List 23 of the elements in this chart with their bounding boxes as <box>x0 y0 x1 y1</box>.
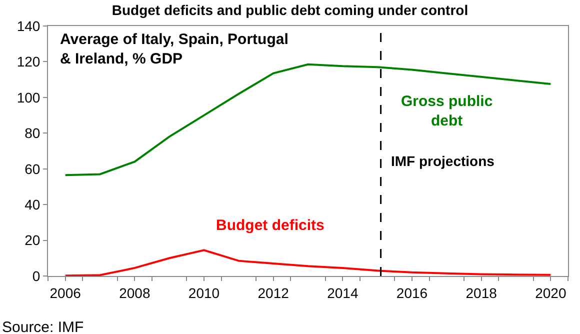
y-tick-label: 120 <box>16 54 40 70</box>
series-label: Gross public debt <box>401 93 493 130</box>
x-tick-label: 2018 <box>466 284 498 301</box>
y-tick-label: 100 <box>16 89 40 106</box>
x-tick-label: 2020 <box>535 284 566 301</box>
line-series <box>64 249 552 276</box>
y-tick-label: 60 <box>24 160 40 177</box>
x-tick-label: 2016 <box>396 284 428 301</box>
y-tick-label: 140 <box>16 18 40 34</box>
x-tick-label: 2006 <box>50 284 82 301</box>
series-label: Budget deficits <box>216 217 324 234</box>
y-tick-label: 40 <box>24 196 40 212</box>
y-tick-label: 20 <box>24 232 40 248</box>
x-tick-label: 2014 <box>327 284 358 301</box>
y-tick-label: 0 <box>32 268 40 284</box>
ref-line-label: IMF projections <box>391 153 495 169</box>
y-tick-label: 80 <box>24 125 40 142</box>
source-note: Source: IMF <box>2 319 84 334</box>
annotation: Average of Italy, Spain, Portugal & Ireland, % GDP <box>60 31 288 68</box>
x-tick-label: 2010 <box>188 284 220 301</box>
chart-title: Budget deficits and public debt coming under control <box>112 2 468 18</box>
x-tick-label: 2008 <box>119 284 150 301</box>
x-tick-label: 2012 <box>258 284 290 301</box>
